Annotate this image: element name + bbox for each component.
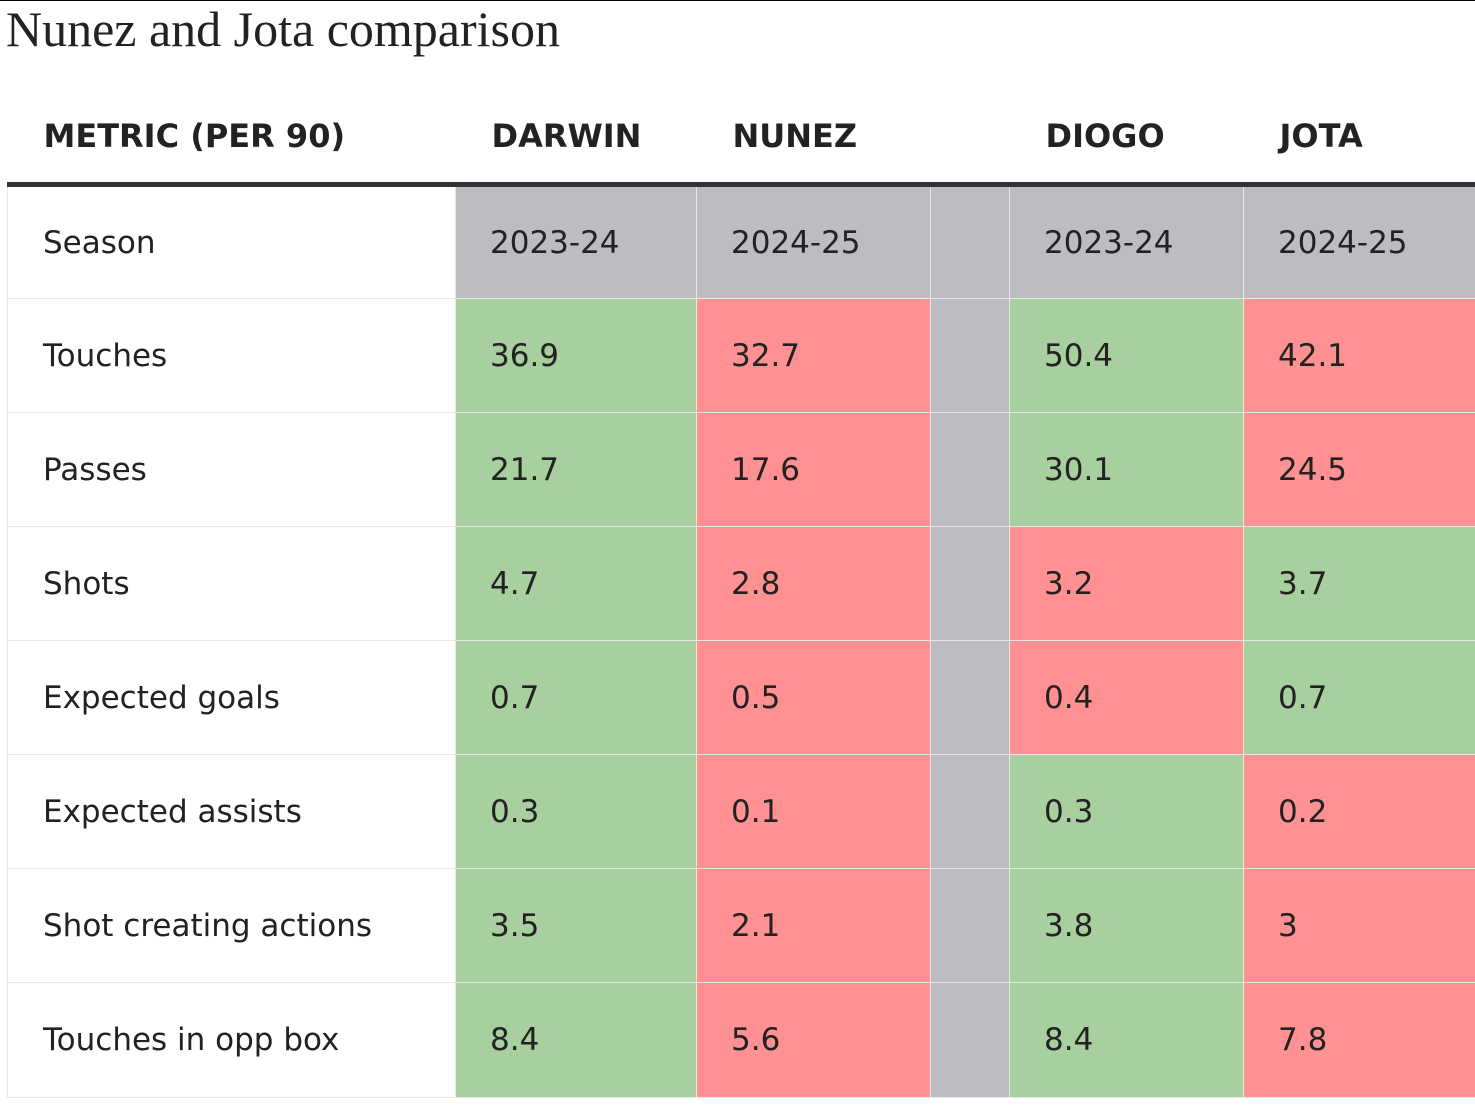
header-darwin: DARWIN bbox=[455, 90, 697, 187]
header-nunez: NUNEZ bbox=[696, 90, 931, 187]
header-metric: METRIC (PER 90) bbox=[7, 90, 456, 187]
metric-label: Passes bbox=[7, 412, 456, 527]
top-rule bbox=[0, 0, 1475, 1]
darwin-nunez-2024-25-cell: 2.1 bbox=[696, 868, 931, 983]
diogo-jota-2024-25-cell: 2024-25 bbox=[1243, 184, 1475, 299]
column-separator bbox=[930, 640, 1010, 755]
darwin-nunez-2024-25-cell: 32.7 bbox=[696, 298, 931, 413]
header-spacer bbox=[930, 90, 1010, 187]
column-separator bbox=[930, 184, 1010, 299]
diogo-jota-2023-24-cell: 3.2 bbox=[1009, 526, 1244, 641]
diogo-jota-2024-25-cell: 7.8 bbox=[1243, 982, 1475, 1098]
table-body: Season 2023-24 2024-25 2023-24 2024-25 Touche… bbox=[7, 184, 1475, 1098]
darwin-nunez-2023-24-cell: 8.4 bbox=[455, 982, 697, 1098]
darwin-nunez-2024-25-cell: 0.1 bbox=[696, 754, 931, 869]
diogo-jota-2023-24-cell: 2023-24 bbox=[1009, 184, 1244, 299]
metric-label: Touches bbox=[7, 298, 456, 413]
diogo-jota-2024-25-cell: 3.7 bbox=[1243, 526, 1475, 641]
table-row: Shot creating actions 3.5 2.1 3.8 3 bbox=[7, 868, 1475, 983]
diogo-jota-2024-25-cell: 42.1 bbox=[1243, 298, 1475, 413]
darwin-nunez-2023-24-cell: 4.7 bbox=[455, 526, 697, 641]
darwin-nunez-2023-24-cell: 36.9 bbox=[455, 298, 697, 413]
table-row: Touches in opp box 8.4 5.6 8.4 7.8 bbox=[7, 982, 1475, 1098]
diogo-jota-2023-24-cell: 30.1 bbox=[1009, 412, 1244, 527]
darwin-nunez-2023-24-cell: 2023-24 bbox=[455, 184, 697, 299]
table-row: Season 2023-24 2024-25 2023-24 2024-25 bbox=[7, 184, 1475, 299]
metric-label: Expected goals bbox=[7, 640, 456, 755]
diogo-jota-2024-25-cell: 0.7 bbox=[1243, 640, 1475, 755]
darwin-nunez-2024-25-cell: 5.6 bbox=[696, 982, 931, 1098]
diogo-jota-2024-25-cell: 24.5 bbox=[1243, 412, 1475, 527]
diogo-jota-2023-24-cell: 8.4 bbox=[1009, 982, 1244, 1098]
diogo-jota-2023-24-cell: 0.4 bbox=[1009, 640, 1244, 755]
column-separator bbox=[930, 298, 1010, 413]
header-diogo: DIOGO bbox=[1009, 90, 1244, 187]
table-row: Passes 21.7 17.6 30.1 24.5 bbox=[7, 412, 1475, 527]
column-separator bbox=[930, 754, 1010, 869]
diogo-jota-2024-25-cell: 3 bbox=[1243, 868, 1475, 983]
darwin-nunez-2024-25-cell: 0.5 bbox=[696, 640, 931, 755]
column-separator bbox=[930, 412, 1010, 527]
diogo-jota-2023-24-cell: 50.4 bbox=[1009, 298, 1244, 413]
metric-label: Shots bbox=[7, 526, 456, 641]
diogo-jota-2024-25-cell: 0.2 bbox=[1243, 754, 1475, 869]
header-jota: JOTA bbox=[1243, 90, 1475, 187]
darwin-nunez-2023-24-cell: 0.7 bbox=[455, 640, 697, 755]
metric-label: Touches in opp box bbox=[7, 982, 456, 1098]
metric-label: Season bbox=[7, 184, 456, 299]
darwin-nunez-2023-24-cell: 21.7 bbox=[455, 412, 697, 527]
table-row: Touches 36.9 32.7 50.4 42.1 bbox=[7, 298, 1475, 413]
header-row: METRIC (PER 90) DARWIN NUNEZ DIOGO JOTA bbox=[7, 90, 1475, 187]
column-separator bbox=[930, 868, 1010, 983]
darwin-nunez-2023-24-cell: 0.3 bbox=[455, 754, 697, 869]
table-row: Expected assists 0.3 0.1 0.3 0.2 bbox=[7, 754, 1475, 869]
page-title: Nunez and Jota comparison bbox=[6, 1, 561, 57]
comparison-table: METRIC (PER 90) DARWIN NUNEZ DIOGO JOTA … bbox=[7, 90, 1475, 1098]
diogo-jota-2023-24-cell: 0.3 bbox=[1009, 754, 1244, 869]
darwin-nunez-2024-25-cell: 17.6 bbox=[696, 412, 931, 527]
metric-label: Expected assists bbox=[7, 754, 456, 869]
column-separator bbox=[930, 982, 1010, 1098]
table-row: Shots 4.7 2.8 3.2 3.7 bbox=[7, 526, 1475, 641]
darwin-nunez-2023-24-cell: 3.5 bbox=[455, 868, 697, 983]
column-separator bbox=[930, 526, 1010, 641]
diogo-jota-2023-24-cell: 3.8 bbox=[1009, 868, 1244, 983]
darwin-nunez-2024-25-cell: 2.8 bbox=[696, 526, 931, 641]
table-row: Expected goals 0.7 0.5 0.4 0.7 bbox=[7, 640, 1475, 755]
metric-label: Shot creating actions bbox=[7, 868, 456, 983]
darwin-nunez-2024-25-cell: 2024-25 bbox=[696, 184, 931, 299]
